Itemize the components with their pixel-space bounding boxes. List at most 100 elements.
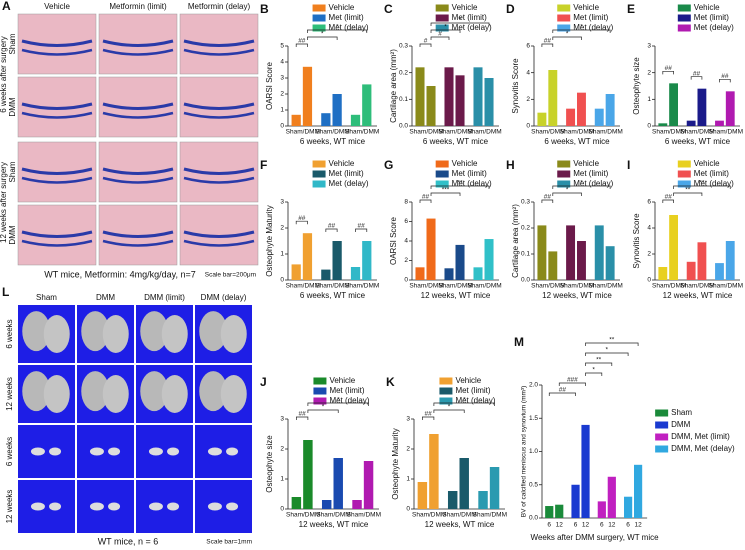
bar <box>594 108 604 126</box>
legend-label: Vehicle <box>573 3 599 12</box>
x-tick-label: Sham/DMM <box>680 129 714 136</box>
x-axis-label: 6 weeks, WT mice <box>665 137 731 146</box>
significance-bracket <box>585 352 629 356</box>
significance-label: *** <box>442 187 450 194</box>
bar <box>426 218 436 280</box>
legend-label: Vehicle <box>694 3 720 12</box>
significance-label: * <box>336 24 339 31</box>
significance-label: * <box>321 31 324 38</box>
x-tick-label: Sham/DMM <box>345 283 379 290</box>
x-tick-label: 6 <box>574 522 578 529</box>
cartilage-line <box>21 239 93 247</box>
cartilage-line <box>183 111 255 119</box>
significance-bracket <box>719 78 731 83</box>
scale-label: Scale bar=200μm <box>205 272 256 279</box>
bar <box>484 78 494 126</box>
bar <box>577 92 586 126</box>
bone <box>22 311 51 352</box>
cartilage-line <box>21 176 93 184</box>
legend-swatch <box>557 170 571 178</box>
x-tick-label: Sham/DMM <box>438 129 472 136</box>
y-tick-label: 2 <box>280 446 284 453</box>
x-tick-label: Sham/DMM <box>589 283 623 290</box>
bar <box>537 112 547 126</box>
y-tick-label: 2 <box>647 69 651 76</box>
panel-letter: B <box>260 2 269 16</box>
row-label: 12 weeks <box>5 490 14 524</box>
significance-label: ### <box>567 377 578 384</box>
legend-swatch <box>677 180 691 188</box>
significance-bracket <box>673 192 703 196</box>
x-axis-label: 12 weeks, WT mice <box>425 520 495 529</box>
row-label: Sham <box>8 33 17 54</box>
legend-swatch <box>313 387 327 395</box>
bar <box>566 225 576 280</box>
bone <box>81 311 110 352</box>
significance-bracket <box>552 29 611 33</box>
cartilage-line <box>21 39 93 47</box>
significance-bracket <box>433 402 495 406</box>
x-tick-label: Sham/DMM <box>467 129 501 136</box>
y-axis-label: Cartilage area (mm²) <box>511 204 520 278</box>
x-tick-label: Sham/DMM <box>531 129 565 136</box>
bar <box>566 108 576 126</box>
ct-image <box>18 425 75 478</box>
bar <box>447 491 458 509</box>
y-tick-label: 0.2 <box>399 69 408 76</box>
legend-label: Vehicle <box>694 159 720 168</box>
legend-swatch <box>439 387 453 395</box>
bar <box>426 86 436 126</box>
x-tick-label: Sham/DMM <box>442 512 476 519</box>
legend-swatch <box>557 180 571 188</box>
significance-bracket <box>548 392 576 396</box>
significance-label: ## <box>693 70 701 77</box>
meniscus <box>30 447 45 456</box>
legend-swatch <box>655 421 669 429</box>
y-tick-label: 4 <box>647 225 651 232</box>
meniscus <box>207 447 222 456</box>
bar <box>321 269 331 280</box>
legend-label: Met (limit) <box>694 169 729 178</box>
significance-label: * <box>337 397 340 404</box>
bar <box>594 225 604 280</box>
significance-bracket <box>430 185 490 189</box>
significance-label: * <box>592 367 595 374</box>
legend-label: Met (delay) <box>329 179 369 188</box>
significance-bracket <box>430 29 461 33</box>
x-axis-label: 6 weeks, WT mice <box>423 137 489 146</box>
panel-letter: F <box>260 158 267 172</box>
bar <box>633 464 643 518</box>
cartilage-line <box>183 230 255 238</box>
bone <box>161 375 188 413</box>
meniscus <box>108 447 121 456</box>
cartilage-line <box>21 230 93 238</box>
x-axis-label: 6 weeks, WT mice <box>300 137 366 146</box>
significance-bracket <box>585 362 613 366</box>
legend-swatch <box>313 377 327 385</box>
legend-label: Met (delay) <box>573 179 613 188</box>
legend-swatch <box>439 377 453 385</box>
significance-label: ** <box>699 180 705 187</box>
meniscus <box>89 502 104 511</box>
cartilage-line <box>102 230 174 238</box>
panel-letter: H <box>506 158 515 172</box>
y-axis-label: BV of calcified meniscus and synovium (m… <box>521 386 528 518</box>
x-tick-label: Sham/DMM <box>473 512 507 519</box>
y-tick-label: 0 <box>404 277 408 284</box>
significance-label: ## <box>422 194 430 201</box>
legend-label: Met (limit) <box>329 386 364 395</box>
column-header: Metformin (limit) <box>109 2 167 11</box>
legend-swatch <box>312 180 326 188</box>
significance-label: ## <box>544 194 552 201</box>
legend-swatch <box>435 160 449 168</box>
x-axis-label: 6 weeks, WT mice <box>300 291 366 300</box>
bar <box>459 458 469 509</box>
significance-label: * <box>606 347 609 354</box>
y-tick-label: 0 <box>280 123 284 130</box>
bone <box>102 375 129 413</box>
cartilage-line <box>21 102 93 110</box>
y-tick-label: 6 <box>526 43 530 50</box>
meniscus <box>148 447 163 456</box>
legend-swatch <box>655 445 669 453</box>
significance-bracket <box>585 372 603 376</box>
